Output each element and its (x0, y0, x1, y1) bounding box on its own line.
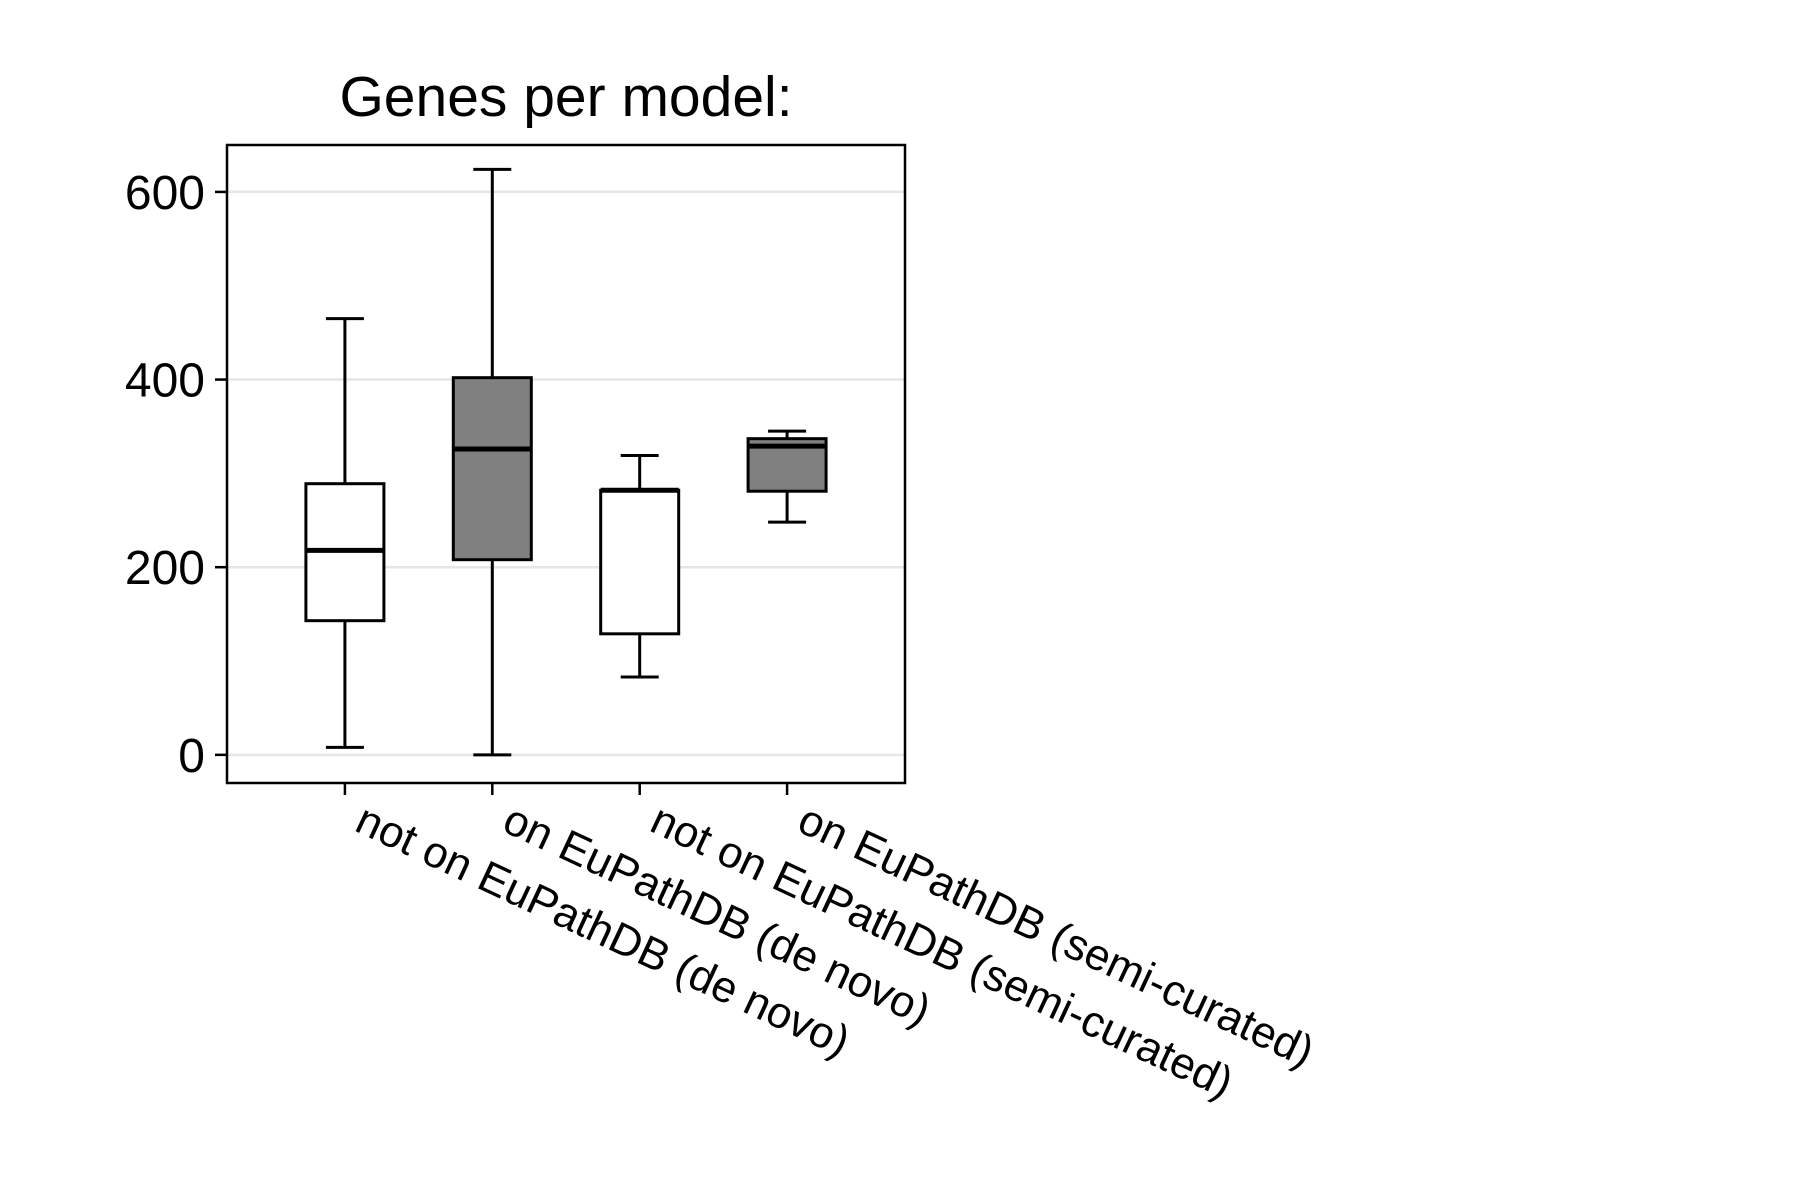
box-1 (304, 317, 386, 749)
x-tick-label: not on EuPathDB (semi-curated) (643, 795, 1240, 1108)
chart-title: Genes per model: (339, 65, 792, 129)
box-body (599, 488, 681, 636)
y-tick-label: 0 (178, 730, 205, 783)
box-body (451, 376, 533, 562)
y-axis: 0 200 400 600 (125, 167, 227, 783)
box-3 (599, 454, 681, 679)
y-tick-label: 600 (125, 167, 205, 220)
y-tick-label: 400 (125, 355, 205, 408)
box-2 (451, 167, 533, 757)
x-axis: not on EuPathDB (de novo)on EuPathDB (de… (343, 783, 1321, 1108)
box-4 (746, 429, 828, 524)
boxes (304, 167, 828, 757)
plot-frame (225, 143, 907, 785)
y-tick-label: 200 (125, 542, 205, 595)
